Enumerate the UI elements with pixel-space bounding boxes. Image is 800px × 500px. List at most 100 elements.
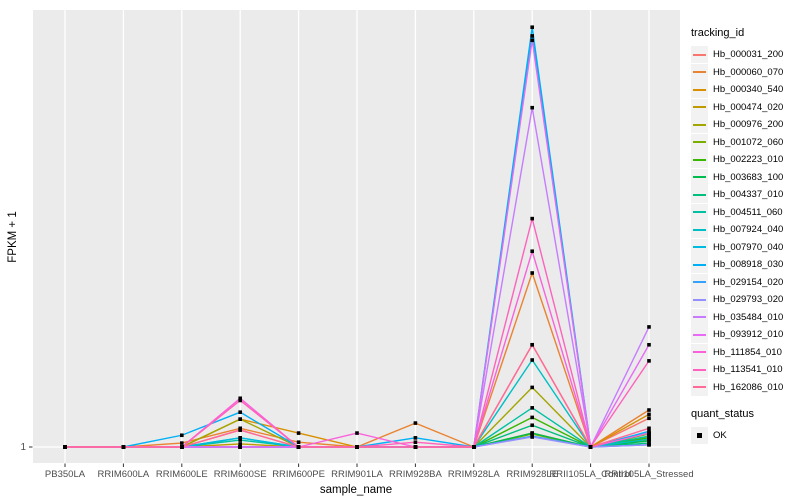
legend-entry-label: Hb_004337_010 bbox=[713, 189, 784, 201]
data-point bbox=[530, 415, 534, 420]
legend-line-icon bbox=[693, 193, 706, 196]
legend-key bbox=[691, 343, 708, 361]
legend-entry: Hb_029154_020 bbox=[691, 273, 799, 292]
y-axis-title: FPKM + 1 bbox=[7, 211, 19, 263]
data-point bbox=[413, 421, 418, 425]
legend-line-icon bbox=[693, 368, 706, 371]
legend-entry: Hb_000340_540 bbox=[691, 81, 799, 99]
data-point bbox=[530, 406, 534, 410]
legend-key bbox=[691, 98, 708, 116]
data-point bbox=[530, 216, 534, 221]
legend-key bbox=[691, 273, 708, 291]
legend-key bbox=[691, 46, 708, 64]
legend-key bbox=[691, 361, 708, 379]
data-point bbox=[530, 38, 534, 43]
legend-line-icon bbox=[693, 263, 706, 266]
legend-entry-label: Hb_093912_010 bbox=[713, 329, 784, 341]
data-point bbox=[121, 445, 126, 449]
data-point bbox=[588, 445, 593, 449]
legend-entry-label: Hb_008918_030 bbox=[713, 259, 784, 271]
legend-entry: Hb_008918_030 bbox=[691, 256, 799, 274]
legend-line-icon bbox=[693, 141, 706, 144]
x-tick-label: RRII105LA_Control bbox=[549, 469, 632, 480]
legend-entry-label: Hb_000976_200 bbox=[713, 119, 784, 131]
data-point bbox=[530, 423, 534, 428]
legend-entry-label: Hb_000031_200 bbox=[713, 49, 784, 61]
data-point bbox=[238, 410, 242, 414]
data-point bbox=[530, 385, 534, 390]
data-point bbox=[238, 396, 242, 401]
legend-line-icon bbox=[693, 351, 706, 354]
legend-key bbox=[691, 308, 708, 326]
data-point bbox=[413, 445, 418, 449]
legend-entry: Hb_003683_100 bbox=[691, 168, 799, 187]
legend-entry-label: Hb_000340_540 bbox=[713, 84, 784, 96]
x-tick-label: RRIM901LA bbox=[331, 469, 383, 480]
legend-key bbox=[691, 133, 708, 151]
legend-entry-label: Hb_113541_010 bbox=[713, 364, 783, 376]
data-point bbox=[530, 105, 534, 110]
legend-line-icon bbox=[693, 333, 706, 336]
data-point bbox=[530, 358, 534, 362]
x-tick-label: RRIM600LA bbox=[97, 469, 150, 480]
legend-entry: Hb_113541_010 bbox=[691, 361, 799, 379]
data-point bbox=[238, 428, 242, 432]
legend-line-icon bbox=[693, 228, 706, 231]
data-point bbox=[530, 435, 534, 439]
data-point bbox=[647, 342, 651, 347]
data-point bbox=[180, 433, 184, 438]
data-point bbox=[63, 445, 67, 449]
legend-shape-title: quant_status bbox=[691, 408, 754, 420]
x-tick-label: RRIM600PE bbox=[272, 469, 325, 480]
legend-key bbox=[691, 291, 708, 309]
legend-shape-label: OK bbox=[713, 430, 727, 442]
legend-entry: Hb_002223_010 bbox=[691, 151, 799, 169]
data-point bbox=[238, 417, 242, 421]
legend-entry-label: Hb_029793_020 bbox=[713, 294, 784, 306]
data-point bbox=[647, 412, 651, 417]
legend-line-icon bbox=[693, 158, 706, 161]
legend-line-icon bbox=[693, 71, 706, 74]
legend-entry-label: Hb_002223_010 bbox=[713, 154, 784, 166]
data-point bbox=[355, 431, 359, 435]
legend-entry: Hb_004511_060 bbox=[691, 203, 799, 222]
data-point bbox=[530, 249, 534, 254]
data-point bbox=[530, 25, 534, 30]
legend-line-icon bbox=[693, 211, 706, 214]
x-tick-label: RRIM928LA bbox=[447, 469, 500, 480]
data-point bbox=[238, 438, 242, 442]
legend-key bbox=[691, 378, 708, 396]
legend-entry: Hb_000976_200 bbox=[691, 116, 799, 134]
data-point bbox=[530, 34, 534, 38]
data-point bbox=[647, 443, 651, 447]
legend-key bbox=[691, 203, 708, 221]
data-point bbox=[647, 437, 651, 441]
data-point bbox=[296, 440, 301, 445]
legend-key bbox=[691, 238, 708, 256]
data-point bbox=[472, 445, 476, 449]
legend-key bbox=[691, 427, 708, 445]
legend-key bbox=[691, 63, 708, 81]
data-point bbox=[647, 426, 651, 431]
legend-entry: Hb_001072_060 bbox=[691, 133, 799, 152]
point-square-icon bbox=[697, 433, 702, 439]
legend-line-icon bbox=[693, 88, 706, 91]
legend-entry: Hb_035484_010 bbox=[691, 308, 799, 327]
data-point bbox=[180, 441, 184, 445]
legend-line-icon bbox=[693, 106, 706, 109]
data-point bbox=[413, 436, 418, 440]
legend-entry-label: Hb_007924_040 bbox=[713, 224, 784, 236]
legend-entry-label: Hb_000060_070 bbox=[713, 66, 784, 78]
data-point bbox=[530, 342, 534, 347]
x-axis-title: sample_name bbox=[319, 484, 393, 496]
data-point bbox=[647, 325, 651, 329]
data-point bbox=[647, 408, 651, 412]
legend-color-entries: Hb_000031_200 Hb_000060_070 Hb_000340_540 H… bbox=[691, 46, 799, 396]
legend-line-icon bbox=[693, 298, 706, 301]
data-point bbox=[238, 445, 242, 449]
y-tick-label: 1 bbox=[20, 442, 26, 453]
legend-key bbox=[691, 221, 708, 239]
legend-entry: Hb_162086_010 bbox=[691, 378, 799, 397]
